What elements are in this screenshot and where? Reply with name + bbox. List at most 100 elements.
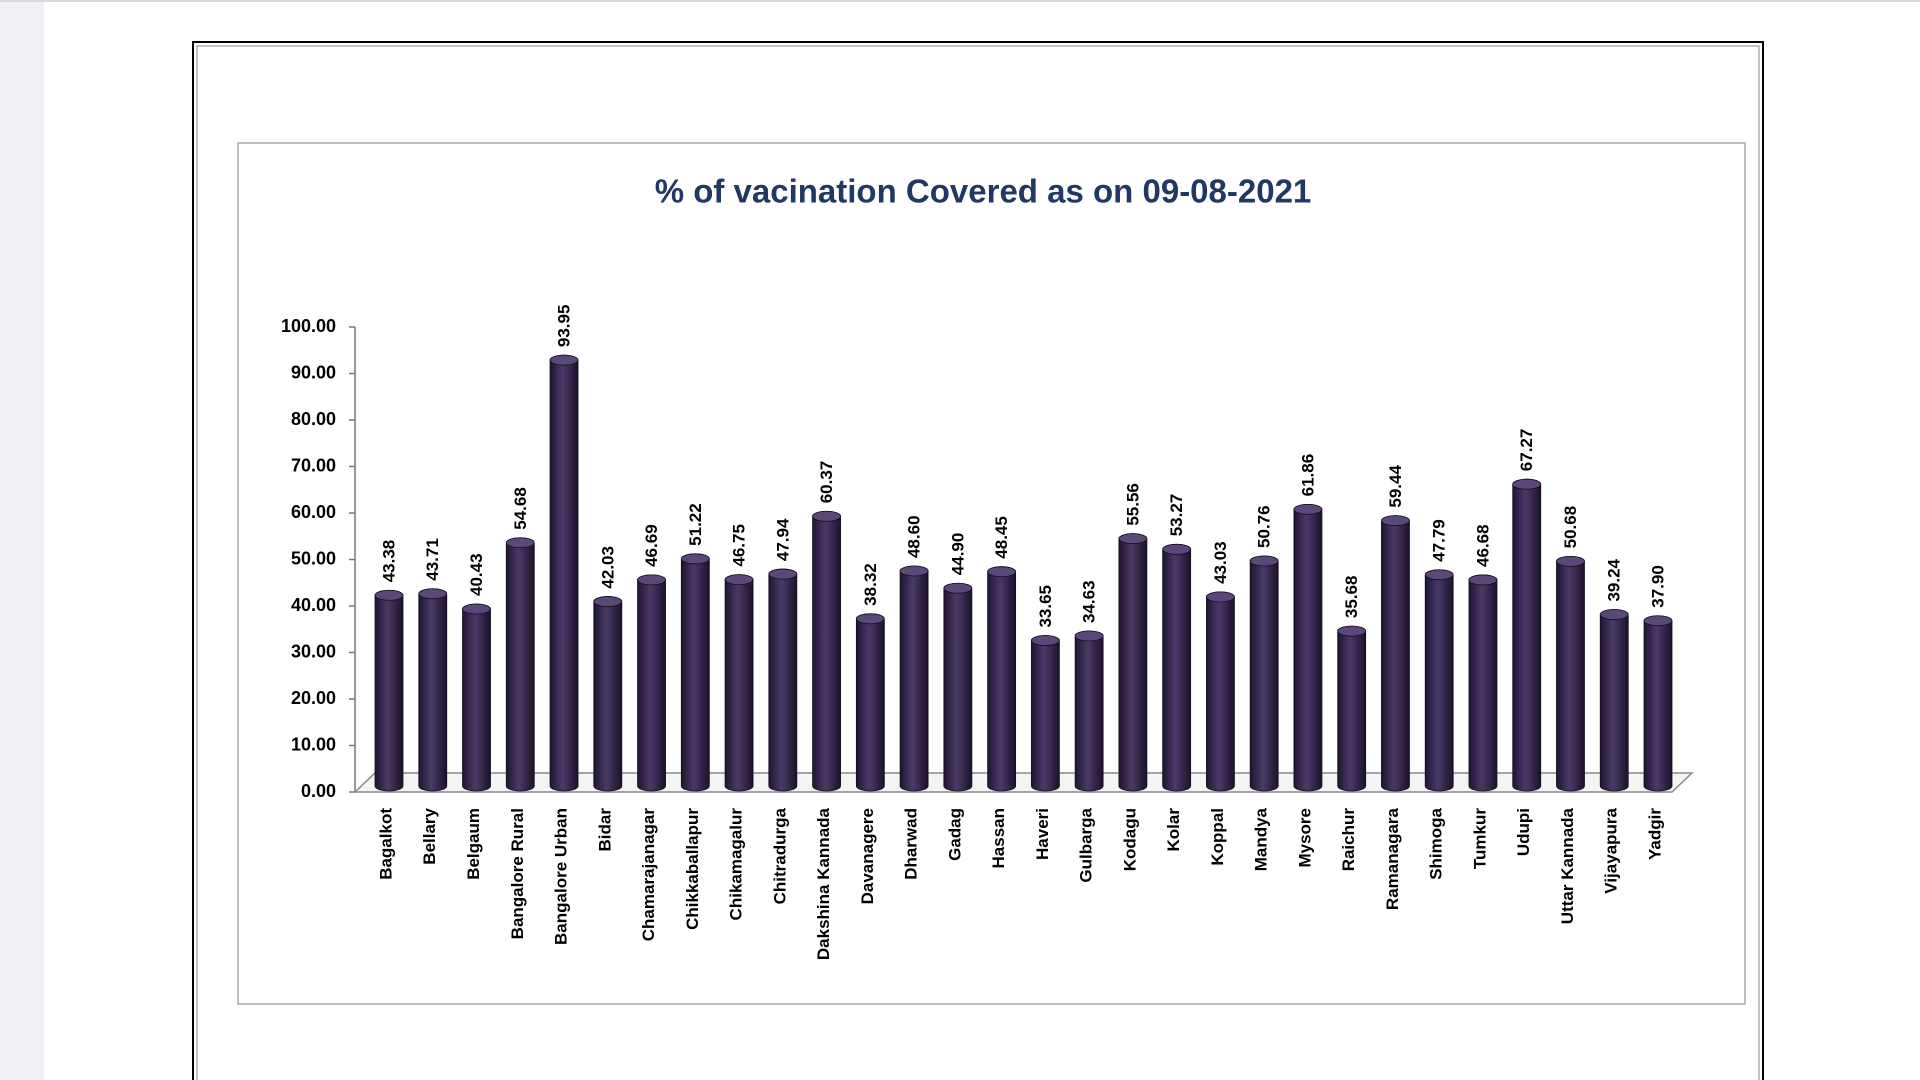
bar-cap bbox=[1249, 555, 1279, 567]
bar bbox=[374, 589, 404, 792]
x-tick-label: Raichur bbox=[1339, 808, 1358, 872]
bar-cap bbox=[1424, 569, 1454, 581]
x-tick-label: Bidar bbox=[595, 808, 614, 852]
bar bbox=[418, 588, 448, 792]
value-label: 47.94 bbox=[773, 518, 792, 561]
y-tick-label: 50.00 bbox=[291, 548, 336, 568]
bar bbox=[549, 354, 579, 792]
x-tick-label: Uttar Kannada bbox=[1558, 807, 1577, 924]
x-tick-label: Shimoga bbox=[1427, 807, 1446, 879]
x-tick-label: Dharwad bbox=[902, 808, 921, 880]
bar bbox=[1381, 515, 1410, 792]
value-label: 35.68 bbox=[1342, 576, 1361, 619]
bar-cap bbox=[1162, 543, 1192, 555]
value-label: 47.79 bbox=[1430, 519, 1449, 562]
value-label: 33.65 bbox=[1036, 585, 1055, 628]
bar bbox=[943, 582, 973, 792]
chart-title: % of vacination Covered as on 09-08-2021 bbox=[655, 173, 1312, 210]
x-tick-label: Chitradurga bbox=[770, 807, 789, 904]
x-tick-label: Gadag bbox=[945, 808, 964, 861]
bar bbox=[505, 537, 535, 792]
value-label: 43.71 bbox=[423, 538, 442, 581]
bar-cap bbox=[374, 589, 404, 601]
x-tick-label: Kolar bbox=[1164, 808, 1183, 852]
x-tick-label: Koppal bbox=[1208, 808, 1227, 866]
bar bbox=[1118, 533, 1148, 792]
x-tick-label: Davanagere bbox=[858, 808, 877, 904]
x-tick-label: Bagalkot bbox=[376, 808, 395, 880]
x-tick-label: Udupi bbox=[1514, 808, 1533, 856]
value-label: 50.76 bbox=[1255, 505, 1274, 548]
bar bbox=[1512, 478, 1542, 792]
x-tick-label: Belgaum bbox=[464, 808, 483, 880]
bar-cap bbox=[899, 565, 929, 577]
value-label: 38.32 bbox=[861, 563, 880, 606]
bar bbox=[1030, 635, 1060, 792]
value-label: 51.22 bbox=[686, 503, 705, 546]
bar bbox=[1599, 609, 1629, 792]
x-tick-label: Chikkaballapur bbox=[683, 808, 702, 930]
y-tick-label: 20.00 bbox=[291, 688, 336, 708]
x-tick-label: Bangalore Rural bbox=[508, 808, 527, 939]
y-tick-label: 100.00 bbox=[281, 316, 336, 336]
bar-cap bbox=[1599, 609, 1629, 620]
x-tick-label: Mandya bbox=[1252, 807, 1271, 871]
x-tick-label: Chamarajanagar bbox=[639, 808, 658, 942]
bar bbox=[1468, 574, 1498, 792]
bar-cap bbox=[549, 354, 579, 366]
bar bbox=[637, 574, 666, 792]
value-label: 93.95 bbox=[555, 305, 574, 348]
bar bbox=[1556, 555, 1585, 792]
value-label: 42.03 bbox=[598, 546, 617, 589]
value-label: 60.37 bbox=[817, 461, 836, 504]
bar-cap bbox=[418, 588, 448, 600]
bar bbox=[680, 553, 710, 792]
value-label: 46.75 bbox=[730, 524, 749, 567]
bar-cap bbox=[505, 537, 535, 549]
x-tick-label: Hassan bbox=[989, 808, 1008, 868]
bar bbox=[1162, 543, 1192, 792]
x-tick-label: Bellary bbox=[420, 807, 439, 864]
value-label: 43.38 bbox=[379, 540, 398, 583]
value-label: 46.68 bbox=[1473, 524, 1492, 567]
bar-cap bbox=[812, 510, 841, 522]
bar bbox=[1074, 630, 1104, 792]
x-tick-label: Chikamagalur bbox=[727, 808, 746, 921]
x-tick-label: Yadgir bbox=[1645, 808, 1664, 860]
page-border-inner bbox=[196, 45, 1760, 1080]
value-label: 61.86 bbox=[1298, 454, 1317, 497]
value-label: 54.68 bbox=[511, 487, 530, 530]
x-tick-label: Dakshina Kannada bbox=[814, 807, 833, 960]
x-tick-label: Gulbarga bbox=[1077, 807, 1096, 882]
bar bbox=[462, 603, 491, 792]
x-tick-label: Kodagu bbox=[1120, 808, 1139, 871]
x-tick-label: Ramanagara bbox=[1383, 807, 1402, 910]
value-label: 46.69 bbox=[642, 524, 661, 567]
bar bbox=[1293, 503, 1323, 792]
bar-cap bbox=[1293, 503, 1323, 515]
bar-cap bbox=[1118, 533, 1148, 545]
x-tick-label: Bangalore Urban bbox=[552, 808, 571, 945]
x-tick-label: Vijayapura bbox=[1602, 807, 1621, 893]
value-label: 43.03 bbox=[1211, 541, 1230, 584]
value-label: 48.45 bbox=[992, 516, 1011, 559]
y-tick-label: 0.00 bbox=[301, 781, 336, 801]
y-tick-label: 60.00 bbox=[291, 502, 336, 522]
value-label: 34.63 bbox=[1080, 580, 1099, 623]
bar-cap bbox=[637, 574, 666, 586]
bar-cap bbox=[1030, 635, 1060, 646]
bar-cap bbox=[1337, 625, 1367, 637]
value-label: 37.90 bbox=[1648, 565, 1667, 608]
y-tick-label: 40.00 bbox=[291, 595, 336, 615]
bar-cap bbox=[593, 596, 623, 607]
bar bbox=[1249, 555, 1279, 792]
bar-cap bbox=[1643, 615, 1673, 627]
y-tick-label: 10.00 bbox=[291, 734, 336, 754]
x-tick-label: Tumkur bbox=[1470, 808, 1489, 869]
side-strip bbox=[0, 0, 44, 1080]
bar-cap bbox=[724, 574, 754, 586]
value-label: 55.56 bbox=[1123, 483, 1142, 526]
x-tick-label: Haveri bbox=[1033, 808, 1052, 860]
bar bbox=[593, 596, 623, 792]
